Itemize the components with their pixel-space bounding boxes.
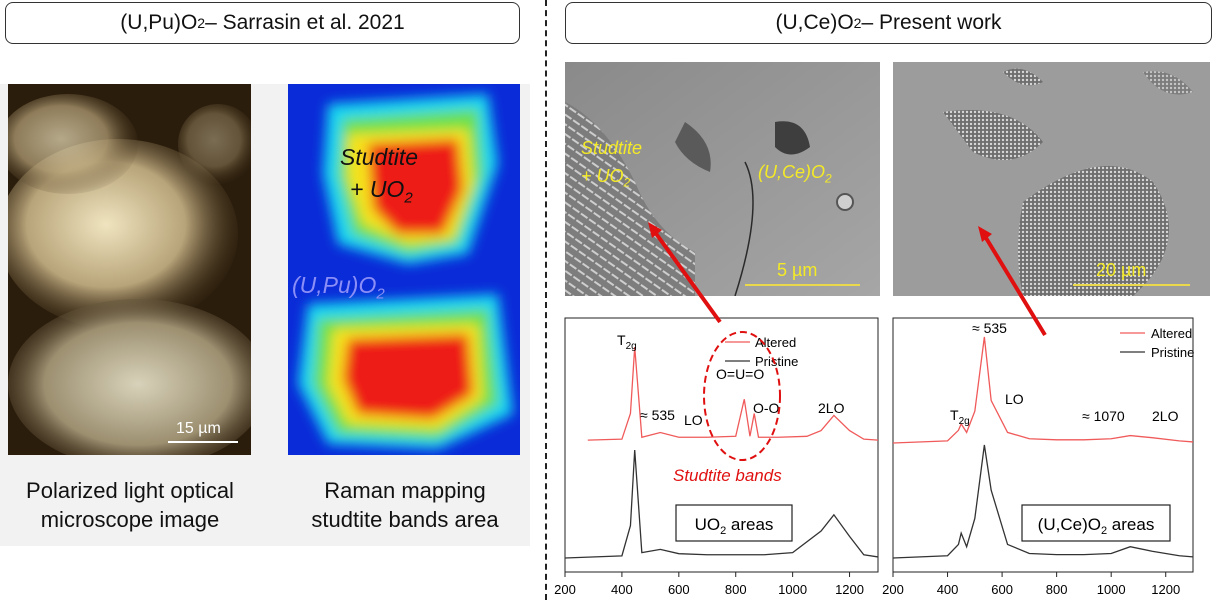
sem-uo2-main: + UO <box>581 166 624 186</box>
sem-studtite-label: Studtite <box>581 138 643 158</box>
left-peak-t2g: T2g <box>617 332 637 352</box>
spectrum-right-ticks: 200 400 600 800 1000 1200 <box>882 572 1180 597</box>
uce-areas-tail: areas <box>1107 515 1154 534</box>
spectrum-right-frame <box>892 317 1194 573</box>
x-tick-label: 600 <box>991 582 1013 597</box>
uo2-areas-main: UO <box>695 515 721 534</box>
left-peak-t2g-main: T <box>617 332 626 348</box>
legend-right-altered: Altered <box>1151 326 1192 341</box>
sem-image-left: Studtite + UO2 (U,Ce)O2 5 µm <box>565 62 880 296</box>
x-tick-label: 400 <box>937 582 959 597</box>
arrow-right-head <box>978 226 992 242</box>
sem-matrix-label: (U,Ce)O2 <box>758 162 832 186</box>
x-tick-label: 400 <box>611 582 633 597</box>
uce-areas-sub: 2 <box>1101 525 1107 537</box>
x-tick-label: 1000 <box>1097 582 1126 597</box>
panel-divider <box>545 0 547 600</box>
right-peak-t2g-sub: 2g <box>959 416 970 427</box>
left-title-tail: – Sarrasin et al. 2021 <box>205 11 405 34</box>
left-title-main: (U,Pu)O <box>120 11 198 34</box>
raman-caption-line2: studtite bands area <box>311 507 499 532</box>
x-tick-label: 200 <box>554 582 576 597</box>
right-peak-2lo: 2LO <box>1152 408 1179 424</box>
arrow-left <box>650 226 722 324</box>
x-tick-label: 600 <box>668 582 690 597</box>
right-title-main: (U,Ce)O <box>775 11 854 34</box>
sem-uo2-label: + UO2 <box>581 166 630 190</box>
spectrum-right-altered-line <box>892 336 1194 444</box>
uo2-areas-label: UO2 areas <box>695 515 774 537</box>
left-peak-ouo: O=U=O <box>716 366 764 382</box>
uo2-areas-tail: areas <box>726 515 773 534</box>
raman-matrix-sub: 2 <box>376 285 385 303</box>
spectrum-left-pristine-line <box>564 449 879 559</box>
spectrum-left-altered-line <box>587 346 879 441</box>
x-tick-label: 1200 <box>1151 582 1180 597</box>
sem-left-scale-bar <box>745 284 860 286</box>
studtite-bands-ellipse <box>703 331 781 461</box>
right-peak-535: ≈ 535 <box>972 320 1007 336</box>
sem-matrix-main: (U,Ce)O <box>758 162 825 182</box>
raman-caption-line1: Raman mapping <box>324 478 486 503</box>
raman-matrix-label: (U,Pu)O2 <box>292 272 385 303</box>
x-tick-label: 1200 <box>835 582 864 597</box>
spectrum-left: 200 400 600 800 1000 1200 Altered Pristine T2… <box>554 317 879 597</box>
studtite-bands-label: Studtite bands <box>673 466 782 485</box>
spectrum-right-pristine-line <box>892 444 1194 559</box>
spectrum-right: 200 400 600 800 1000 1200 Altered Pristine ≈ … <box>882 317 1194 597</box>
uce-areas-box <box>1021 504 1171 542</box>
raman-caption: Raman mapping studtite bands area <box>280 476 530 534</box>
x-tick-label: 800 <box>1046 582 1068 597</box>
sem-uo2-sub: 2 <box>623 175 631 190</box>
raman-map-image: Studtite + UO2 (U,Pu)O2 <box>288 84 520 455</box>
right-peak-1070: ≈ 1070 <box>1082 408 1125 424</box>
optical-caption-line2: microscope image <box>40 507 220 532</box>
optical-microscope-image: 15 µm <box>8 84 251 455</box>
uce-areas-label: (U,Ce)O2 areas <box>1038 515 1155 537</box>
sem-left-scale-label: 5 µm <box>777 260 818 280</box>
sem-right-scale-bar <box>1073 284 1190 286</box>
optical-caption: Polarized light optical microscope image <box>0 476 260 534</box>
raman-uo2-label: + UO2 <box>350 176 413 207</box>
x-tick-label: 1000 <box>778 582 807 597</box>
left-peak-oo: O-O <box>753 400 780 416</box>
right-peak-lo: LO <box>1005 391 1024 407</box>
left-peak-2lo: 2LO <box>818 400 845 416</box>
right-panel-title: (U,Ce)O 2 – Present work <box>565 2 1212 44</box>
x-tick-label: 200 <box>882 582 904 597</box>
right-title-tail: – Present work <box>861 11 1002 34</box>
uo2-areas-box <box>675 504 793 542</box>
right-title-sub: 2 <box>853 15 862 31</box>
right-peak-t2g-main: T <box>950 407 959 423</box>
legend-left-altered: Altered <box>755 335 796 350</box>
left-peak-t2g-sub: 2g <box>626 341 637 352</box>
arrow-right <box>981 231 1047 337</box>
legend-left-pristine: Pristine <box>755 354 798 369</box>
sem-matrix-sub: 2 <box>825 171 832 186</box>
spectrum-left-ticks: 200 400 600 800 1000 1200 <box>554 572 864 597</box>
raman-matrix-main: (U,Pu)O <box>292 272 377 298</box>
optical-scale-label: 15 µm <box>176 420 221 437</box>
sem-right-scale-label: 20 µm <box>1096 260 1147 280</box>
left-panel-title: (U,Pu)O 2 – Sarrasin et al. 2021 <box>5 2 520 44</box>
optical-caption-line1: Polarized light optical <box>26 478 234 503</box>
x-tick-label: 800 <box>725 582 747 597</box>
raman-uo2-sub: 2 <box>404 189 413 207</box>
left-title-sub: 2 <box>197 15 206 31</box>
left-peak-535: ≈ 535 <box>640 407 675 423</box>
uce-areas-main: (U,Ce)O <box>1038 515 1101 534</box>
raman-uo2-main: + UO <box>350 176 405 202</box>
sem-image-right: 20 µm <box>893 62 1210 296</box>
spectrum-left-frame <box>564 317 879 573</box>
raman-studtite-label: Studtite <box>340 144 418 170</box>
left-peak-lo: LO <box>684 412 703 428</box>
legend-right-pristine: Pristine <box>1151 345 1194 360</box>
optical-scale-bar <box>168 441 238 443</box>
right-peak-t2g: T2g <box>950 407 970 427</box>
arrow-left-head <box>648 222 662 238</box>
uo2-areas-sub: 2 <box>720 525 726 537</box>
